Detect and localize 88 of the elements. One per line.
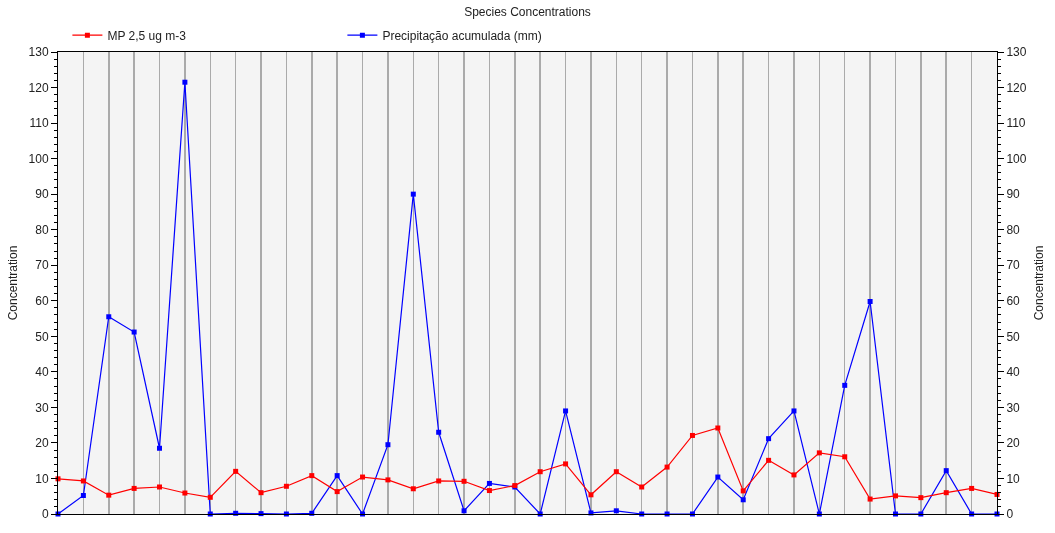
point [816, 450, 822, 456]
point [613, 469, 619, 475]
y-tick-label: 40 [35, 365, 49, 380]
point [106, 314, 112, 320]
point [283, 483, 289, 489]
y2-tick-label: 70 [1006, 258, 1021, 273]
y-tick-label: 130 [28, 45, 49, 60]
point [766, 436, 772, 442]
y2-tick-label: 50 [1006, 329, 1021, 344]
y-axis-title: Concentration [5, 245, 20, 321]
point [486, 488, 492, 494]
legend-label: MP 2,5 ug m-3 [107, 28, 187, 43]
y2-tick-label: 60 [1006, 293, 1021, 308]
point [918, 495, 924, 501]
y-tick-label: 10 [35, 471, 49, 486]
point [969, 485, 975, 491]
point [842, 382, 848, 388]
point [182, 79, 188, 85]
point [867, 298, 873, 304]
point [309, 473, 315, 479]
point [258, 490, 264, 496]
point [943, 468, 949, 474]
point [715, 425, 721, 431]
point [334, 473, 340, 479]
y-tick-label: 60 [35, 293, 49, 308]
y2-tick-label: 10 [1006, 471, 1021, 486]
point [360, 474, 366, 480]
point [537, 469, 543, 475]
point [766, 457, 772, 463]
y2-tick-label: 110 [1006, 116, 1026, 131]
point [80, 493, 86, 499]
point [867, 496, 873, 502]
point [892, 493, 898, 499]
point [740, 497, 746, 503]
point [131, 329, 137, 335]
point [943, 490, 949, 496]
point [131, 485, 137, 491]
chart-title: Species Concentrations [464, 5, 591, 20]
point [740, 488, 746, 494]
point [80, 478, 86, 484]
point [410, 486, 416, 492]
y2-axis-title: Concentration [1031, 245, 1046, 321]
point [689, 432, 695, 438]
y-tick-label: 50 [35, 329, 49, 344]
point [410, 191, 416, 197]
y2-tick-label: 90 [1006, 187, 1021, 202]
point [664, 464, 670, 470]
y2-tick-label: 80 [1006, 222, 1021, 237]
point [334, 489, 340, 495]
y2-tick-label: 40 [1006, 365, 1021, 380]
point [157, 445, 163, 451]
point [385, 477, 391, 483]
point [842, 454, 848, 460]
point [461, 508, 467, 514]
legend-label: Precipitação acumulada (mm) [382, 28, 542, 43]
point [613, 508, 619, 514]
y-tick-label: 120 [28, 80, 49, 95]
point [182, 490, 188, 496]
y-tick-label: 0 [41, 507, 49, 522]
point [563, 461, 569, 467]
point [791, 472, 797, 478]
y-tick-label: 100 [28, 151, 49, 166]
y2-tick-label: 20 [1006, 436, 1021, 451]
y-tick-label: 90 [35, 187, 49, 202]
y-tick-label: 20 [35, 436, 49, 451]
y2-tick-label: 30 [1006, 400, 1021, 415]
point [385, 442, 391, 448]
point [157, 484, 163, 490]
y-tick-label: 80 [35, 222, 49, 237]
point [233, 468, 239, 474]
y2-tick-label: 120 [1006, 80, 1027, 95]
y-tick-label: 70 [35, 258, 49, 273]
point [563, 408, 569, 414]
point [207, 494, 213, 500]
y2-tick-label: 100 [1006, 151, 1027, 166]
y2-tick-label: 0 [1006, 507, 1014, 522]
y-tick-label: 110 [29, 116, 49, 131]
point [436, 429, 442, 435]
point [791, 408, 797, 414]
point [639, 484, 645, 490]
point [106, 492, 112, 498]
y-tick-label: 30 [35, 400, 49, 415]
point [461, 478, 467, 484]
point [588, 492, 594, 498]
y2-tick-label: 130 [1006, 45, 1027, 60]
point [436, 478, 442, 484]
point [715, 474, 721, 480]
point [486, 480, 492, 486]
